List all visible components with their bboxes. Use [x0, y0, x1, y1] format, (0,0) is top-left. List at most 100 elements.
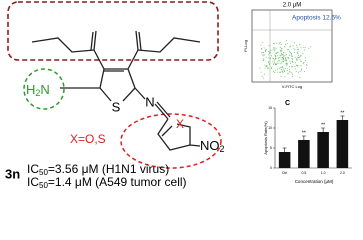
event-dot — [266, 49, 268, 51]
event-dot — [264, 67, 266, 69]
event-dot — [264, 51, 266, 52]
event-dot — [275, 63, 276, 65]
event-dot — [291, 72, 293, 74]
event-dot — [268, 45, 270, 47]
event-dot — [291, 55, 293, 57]
error-bar — [301, 135, 306, 144]
event-dot — [268, 63, 270, 65]
activity: IC50=3.56 μM (H1N1 virus) — [27, 162, 169, 177]
event-dot — [285, 60, 287, 62]
event-dot — [304, 57, 306, 59]
error-bar — [340, 115, 345, 124]
event-dot — [292, 61, 294, 63]
event-dot — [289, 71, 291, 73]
bar — [298, 140, 310, 168]
event-dot — [280, 62, 282, 64]
x-tick-label: 0.5 — [301, 171, 306, 175]
event-dot — [261, 52, 263, 54]
event-dot — [299, 77, 301, 78]
event-dot — [282, 70, 284, 72]
event-dot — [295, 62, 296, 64]
event-dot — [303, 62, 305, 64]
event-dot — [308, 47, 310, 49]
error-bar — [321, 127, 326, 136]
event-dot — [272, 61, 274, 63]
event-dot — [289, 54, 290, 56]
event-dot — [274, 43, 276, 45]
event-dot — [288, 49, 289, 51]
event-dot — [300, 60, 302, 62]
amine-sub: 2 — [35, 88, 40, 98]
event-dot — [297, 51, 299, 53]
flow-plot: 2.0 μM Apoptosis 12.6% V-FITC Log PI-Log — [243, 3, 341, 89]
event-dot — [277, 61, 279, 63]
event-dot — [263, 59, 265, 61]
event-dot — [298, 71, 300, 73]
event-dot — [268, 54, 269, 56]
event-dot — [298, 54, 299, 56]
event-dot — [277, 52, 279, 54]
event-dot — [281, 66, 283, 68]
furan-highlight — [120, 113, 222, 169]
event-dot — [294, 51, 296, 53]
event-dot — [283, 69, 285, 71]
event-dot — [299, 44, 301, 46]
event-dot — [285, 54, 287, 56]
event-dot — [300, 55, 302, 57]
flow-y-label: PI-Log — [243, 40, 248, 52]
x-tick-label: 1.0 — [321, 171, 326, 175]
event-dot — [291, 58, 293, 59]
atom-s: S — [112, 99, 121, 114]
event-dot — [300, 47, 302, 49]
y-tick-label: 10 — [268, 126, 272, 130]
event-dot — [289, 62, 291, 64]
amine: H2N — [26, 82, 50, 98]
event-dot — [277, 55, 279, 57]
event-dot — [290, 55, 292, 57]
event-dot — [280, 51, 282, 53]
event-dot — [282, 68, 284, 70]
event-dot — [283, 58, 285, 60]
ic-sub: 50 — [39, 168, 48, 177]
ic: IC — [27, 175, 39, 189]
event-dot — [294, 66, 296, 67]
event-dot — [306, 64, 308, 66]
event-dot — [275, 47, 277, 49]
event-dot — [289, 68, 291, 70]
event-dot — [268, 52, 270, 54]
event-dot — [283, 56, 285, 58]
event-dot — [278, 57, 279, 59]
bar — [336, 120, 349, 168]
ic-sub: 50 — [39, 181, 48, 189]
event-dot — [289, 52, 291, 54]
event-dot — [289, 50, 290, 52]
event-dot — [263, 73, 265, 75]
event-dot — [289, 60, 291, 62]
event-dot — [287, 68, 289, 70]
event-dot — [274, 55, 276, 57]
event-dot — [274, 58, 276, 60]
structure: S N X H2N NO2 X=O,S 3n IC50=3.56 μM (H1N… — [5, 1, 225, 189]
event-dot — [270, 67, 272, 68]
event-dot — [304, 49, 306, 51]
event-dot — [272, 49, 274, 51]
event-dot — [262, 55, 264, 57]
event-dot — [296, 59, 298, 61]
event-dot — [274, 61, 275, 63]
nitro-sub: 2 — [220, 144, 225, 154]
event-dot — [289, 45, 291, 47]
event-dot — [268, 63, 270, 65]
event-dot — [281, 67, 283, 69]
event-dot — [296, 49, 298, 50]
event-dot — [259, 67, 261, 69]
event-dot — [291, 66, 293, 68]
event-dot — [268, 51, 270, 52]
event-dot — [283, 61, 284, 63]
ic: IC — [27, 162, 39, 176]
x-tick-label: 2.0 — [340, 171, 345, 175]
x-note: X=O,S — [70, 132, 106, 146]
event-dot — [301, 60, 302, 62]
event-dot — [266, 66, 268, 68]
event-dot — [276, 52, 278, 54]
event-dot — [279, 63, 281, 65]
